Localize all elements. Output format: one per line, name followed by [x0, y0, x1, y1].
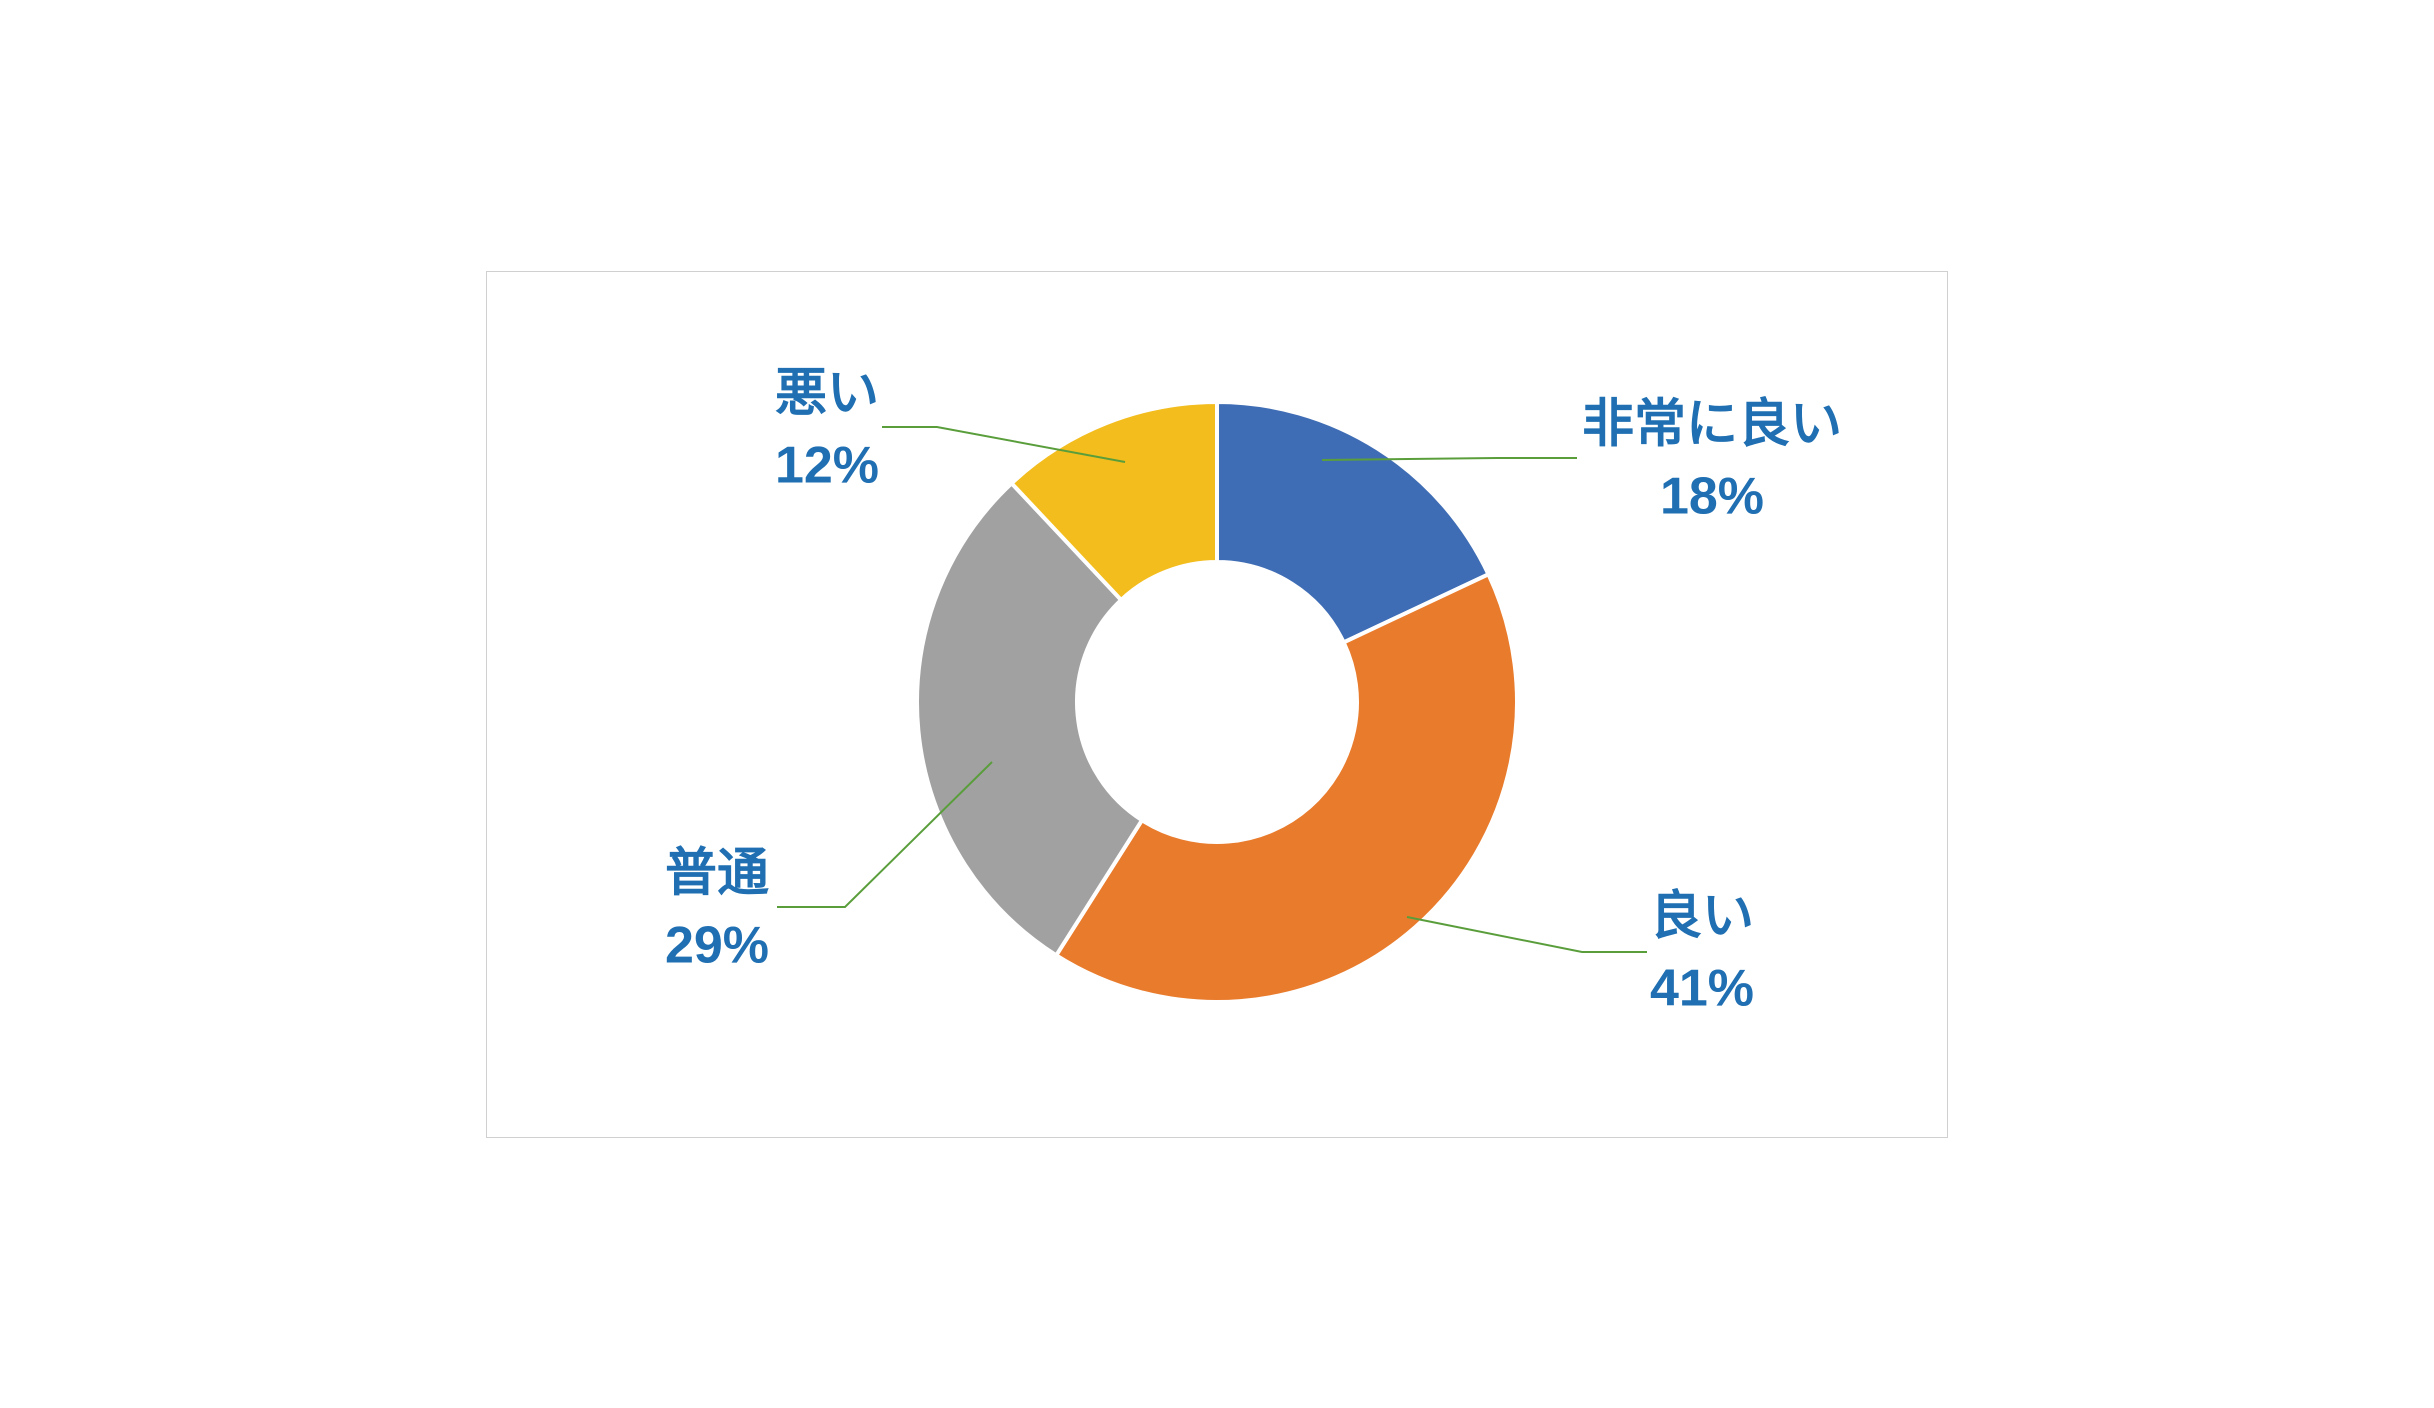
slice-label-name: 悪い	[775, 364, 879, 422]
slice-label-name: 普通	[665, 844, 769, 902]
donut-chart: 非常に良い 18% 良い 41% 普通 29% 悪い 12%	[487, 272, 1947, 1132]
slice-label-value: 29%	[665, 916, 769, 974]
slice-label-name: 良い	[1650, 887, 1754, 945]
slice-label-value: 18%	[1660, 467, 1764, 525]
slice-label-value: 41%	[1650, 959, 1754, 1017]
leader-line	[1407, 917, 1647, 952]
slice-label-name: 非常に良い	[1582, 395, 1842, 453]
chart-container: 非常に良い 18% 良い 41% 普通 29% 悪い 12%	[486, 271, 1948, 1138]
donut-slice	[1056, 574, 1517, 1002]
donut-slices	[917, 402, 1517, 1002]
slice-label-value: 12%	[775, 436, 879, 494]
